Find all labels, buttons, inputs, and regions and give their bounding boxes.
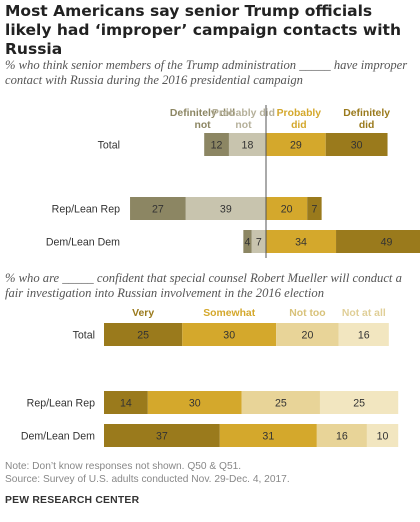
bar-total-definitely-did bbox=[325, 133, 388, 156]
bar-dem-lean-dem-not-at-all bbox=[366, 424, 399, 447]
value-total-very: 25 bbox=[137, 330, 149, 342]
value-total-not-too: 20 bbox=[302, 330, 314, 342]
legend-probably-did-not: Probably did not bbox=[212, 108, 275, 131]
bar-dem-lean-dem-probably-did bbox=[266, 230, 337, 253]
chart-title: Most Americans say senior Trump official… bbox=[5, 2, 401, 58]
value-rep-lean-rep-very: 14 bbox=[120, 398, 132, 410]
bar-dem-lean-dem-definitely-did-not bbox=[243, 230, 252, 253]
row-label-rep-lean-rep: Rep/Lean Rep bbox=[27, 398, 95, 410]
value-total-somewhat: 30 bbox=[223, 330, 235, 342]
legend-definitely-did: Definitely did bbox=[343, 108, 390, 131]
bar-rep-lean-rep-not-at-all bbox=[319, 391, 399, 414]
bar-rep-lean-rep-definitely-did-not bbox=[130, 197, 186, 220]
value-dem-lean-dem-not-too: 16 bbox=[336, 431, 348, 443]
row-label-dem-lean-dem: Dem/Lean Dem bbox=[46, 237, 120, 249]
value-dem-lean-dem-probably-did-not: 7 bbox=[256, 237, 262, 249]
bar-dem-lean-dem-very bbox=[104, 424, 220, 447]
bar-dem-lean-dem-somewhat bbox=[219, 424, 317, 447]
value-total-definitely-did: 30 bbox=[351, 140, 363, 152]
legend-somewhat: Somewhat bbox=[203, 308, 256, 319]
value-dem-lean-dem-definitely-did: 49 bbox=[381, 237, 393, 249]
legend-definitely-did-not: Definitely did not bbox=[170, 108, 235, 131]
value-rep-lean-rep-probably-did-not: 39 bbox=[220, 204, 232, 216]
value-rep-lean-rep-not-at-all: 25 bbox=[353, 398, 365, 410]
value-total-definitely-did-not: 12 bbox=[211, 140, 223, 152]
row-label-total: Total bbox=[73, 330, 95, 342]
bar-total-not-at-all bbox=[338, 323, 389, 346]
bar-total-not-too bbox=[276, 323, 339, 346]
row-label-dem-lean-dem: Dem/Lean Dem bbox=[21, 431, 95, 443]
value-dem-lean-dem-not-at-all: 10 bbox=[377, 431, 389, 443]
value-rep-lean-rep-definitely-did-not: 27 bbox=[152, 204, 164, 216]
value-dem-lean-dem-definitely-did-not: 4 bbox=[245, 237, 251, 249]
bar-dem-lean-dem-probably-did-not bbox=[251, 230, 266, 253]
footer-org: PEW RESEARCH CENTER bbox=[5, 495, 140, 506]
row-label-rep-lean-rep: Rep/Lean Rep bbox=[52, 204, 120, 216]
value-rep-lean-rep-definitely-did: 7 bbox=[311, 204, 317, 216]
value-rep-lean-rep-somewhat: 30 bbox=[189, 398, 201, 410]
legend-not-at-all: Not at all bbox=[342, 308, 386, 319]
bar-total-probably-did bbox=[266, 133, 326, 156]
value-dem-lean-dem-probably-did: 34 bbox=[295, 237, 307, 249]
bar-total-probably-did-not bbox=[228, 133, 266, 156]
bar-rep-lean-rep-definitely-did bbox=[307, 197, 322, 220]
bar-rep-lean-rep-somewhat bbox=[147, 391, 242, 414]
value-rep-lean-rep-probably-did: 20 bbox=[281, 204, 293, 216]
bar-rep-lean-rep-probably-did-not bbox=[185, 197, 266, 220]
footer-source: Source: Survey of U.S. adults conducted … bbox=[5, 474, 290, 485]
value-total-probably-did: 29 bbox=[290, 140, 302, 152]
chart2-subtitle: % who are _____ confident that special c… bbox=[5, 271, 402, 300]
bar-total-very bbox=[104, 323, 183, 346]
value-total-not-at-all: 16 bbox=[358, 330, 370, 342]
value-rep-lean-rep-not-too: 25 bbox=[275, 398, 287, 410]
bar-rep-lean-rep-very bbox=[104, 391, 148, 414]
chart1-subtitle: % who think senior members of the Trump … bbox=[5, 58, 408, 87]
bar-dem-lean-dem-definitely-did bbox=[336, 230, 420, 253]
bar-total-somewhat bbox=[182, 323, 277, 346]
legend-not-too: Not too bbox=[289, 308, 325, 319]
footer-note: Note: Don’t know responses not shown. Q5… bbox=[5, 461, 242, 472]
legend-very: Very bbox=[132, 308, 154, 319]
value-dem-lean-dem-very: 37 bbox=[156, 431, 168, 443]
value-dem-lean-dem-somewhat: 31 bbox=[262, 431, 274, 443]
legend-probably-did: Probably did bbox=[277, 108, 322, 131]
bar-total-definitely-did-not bbox=[204, 133, 229, 156]
bar-rep-lean-rep-not-too bbox=[241, 391, 320, 414]
bar-dem-lean-dem-not-too bbox=[316, 424, 367, 447]
value-total-probably-did-not: 18 bbox=[242, 140, 254, 152]
bar-rep-lean-rep-probably-did bbox=[266, 197, 308, 220]
row-label-total: Total bbox=[98, 140, 120, 152]
